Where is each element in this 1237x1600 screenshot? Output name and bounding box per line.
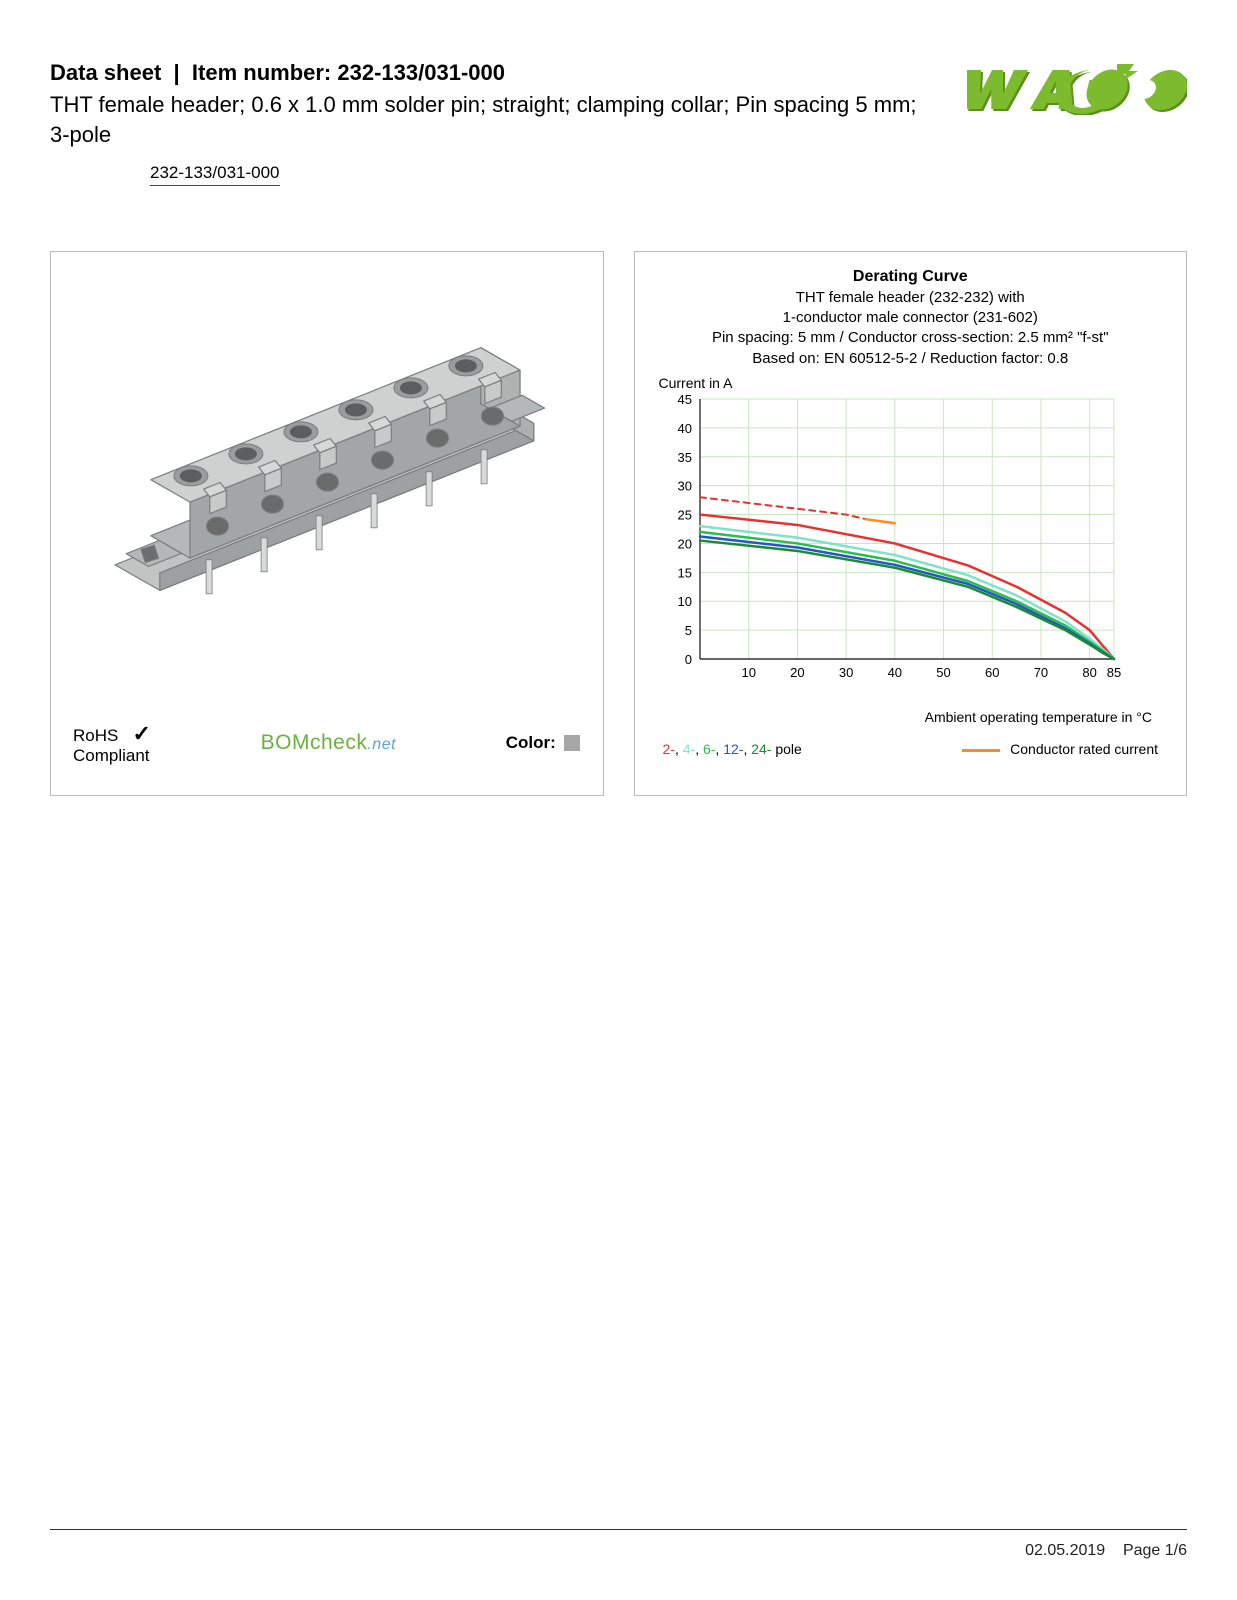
product-image-panel: RoHS ✓ Compliant BOMcheck.net Color: — [50, 251, 604, 796]
header-text: Data sheet | Item number: 232-133/031-00… — [50, 60, 967, 186]
bomcheck-net: .net — [367, 736, 396, 753]
color-label: Color: — [506, 733, 556, 752]
pole-legend: 2-, 4-, 6-, 12-, 24- pole — [663, 741, 802, 757]
svg-text:20: 20 — [678, 536, 692, 551]
page-title: Data sheet | Item number: 232-133/031-00… — [50, 60, 927, 86]
rohs-compliant-badge: RoHS ✓ Compliant — [73, 721, 151, 766]
x-axis-label: Ambient operating temperature in °C — [649, 709, 1173, 725]
rated-label: Conductor rated current — [1010, 741, 1158, 757]
color-swatch — [564, 735, 580, 751]
svg-text:35: 35 — [678, 450, 692, 465]
svg-text:85: 85 — [1107, 665, 1121, 680]
chart-plot: 0 5 10 15 20 25 30 35 40 45 10 20 30 40 50 60 70 80 85 — [660, 393, 1160, 703]
footer-rule — [50, 1529, 1187, 1530]
svg-text:45: 45 — [678, 393, 692, 407]
chart-title: Derating Curve — [649, 266, 1173, 288]
svg-text:10: 10 — [742, 665, 756, 680]
product-image — [65, 266, 589, 686]
bomcheck-text: BOMcheck — [261, 731, 368, 754]
svg-text:70: 70 — [1034, 665, 1048, 680]
item-number-link[interactable]: 232-133/031-000 — [150, 163, 280, 186]
svg-text:30: 30 — [839, 665, 853, 680]
subtitle: THT female header; 0.6 x 1.0 mm solder p… — [50, 90, 927, 149]
svg-text:0: 0 — [685, 652, 692, 667]
svg-text:40: 40 — [888, 665, 902, 680]
item-label: Item number: — [192, 60, 331, 85]
rated-current-legend: Conductor rated current — [962, 741, 1158, 757]
derating-chart-panel: Derating Curve THT female header (232-23… — [634, 251, 1188, 796]
svg-text:30: 30 — [678, 479, 692, 494]
chart-sub4: Based on: EN 60512-5-2 / Reduction facto… — [649, 349, 1173, 369]
svg-text:50: 50 — [937, 665, 951, 680]
svg-text:40: 40 — [678, 421, 692, 436]
item-number: 232-133/031-000 — [337, 60, 505, 85]
chart-titles: Derating Curve THT female header (232-23… — [649, 266, 1173, 369]
footer: 02.05.2019 Page 1/6 — [1025, 1542, 1187, 1560]
chart-sub1: THT female header (232-232) with — [649, 288, 1173, 308]
compliant-label: Compliant — [73, 746, 151, 766]
bomcheck-logo: BOMcheck.net — [261, 731, 396, 755]
check-icon: ✓ — [133, 721, 151, 746]
svg-text:5: 5 — [685, 623, 692, 638]
footer-date: 02.05.2019 — [1025, 1542, 1105, 1559]
svg-text:60: 60 — [985, 665, 999, 680]
wago-logo — [967, 60, 1187, 120]
svg-text:10: 10 — [678, 594, 692, 609]
color-indicator: Color: — [506, 733, 581, 753]
title-prefix: Data sheet — [50, 60, 161, 85]
footer-page: Page 1/6 — [1123, 1542, 1187, 1559]
rohs-label: RoHS — [73, 726, 118, 745]
svg-text:15: 15 — [678, 565, 692, 580]
chart-sub3: Pin spacing: 5 mm / Conductor cross-sect… — [649, 328, 1173, 348]
rated-swatch — [962, 749, 1000, 752]
svg-text:20: 20 — [790, 665, 804, 680]
svg-text:25: 25 — [678, 508, 692, 523]
title-sep: | — [174, 60, 180, 85]
chart-legend: 2-, 4-, 6-, 12-, 24- pole Conductor rate… — [649, 725, 1173, 761]
chart-sub2: 1-conductor male connector (231-602) — [649, 308, 1173, 328]
y-axis-label: Current in A — [659, 375, 1173, 391]
svg-text:80: 80 — [1083, 665, 1097, 680]
